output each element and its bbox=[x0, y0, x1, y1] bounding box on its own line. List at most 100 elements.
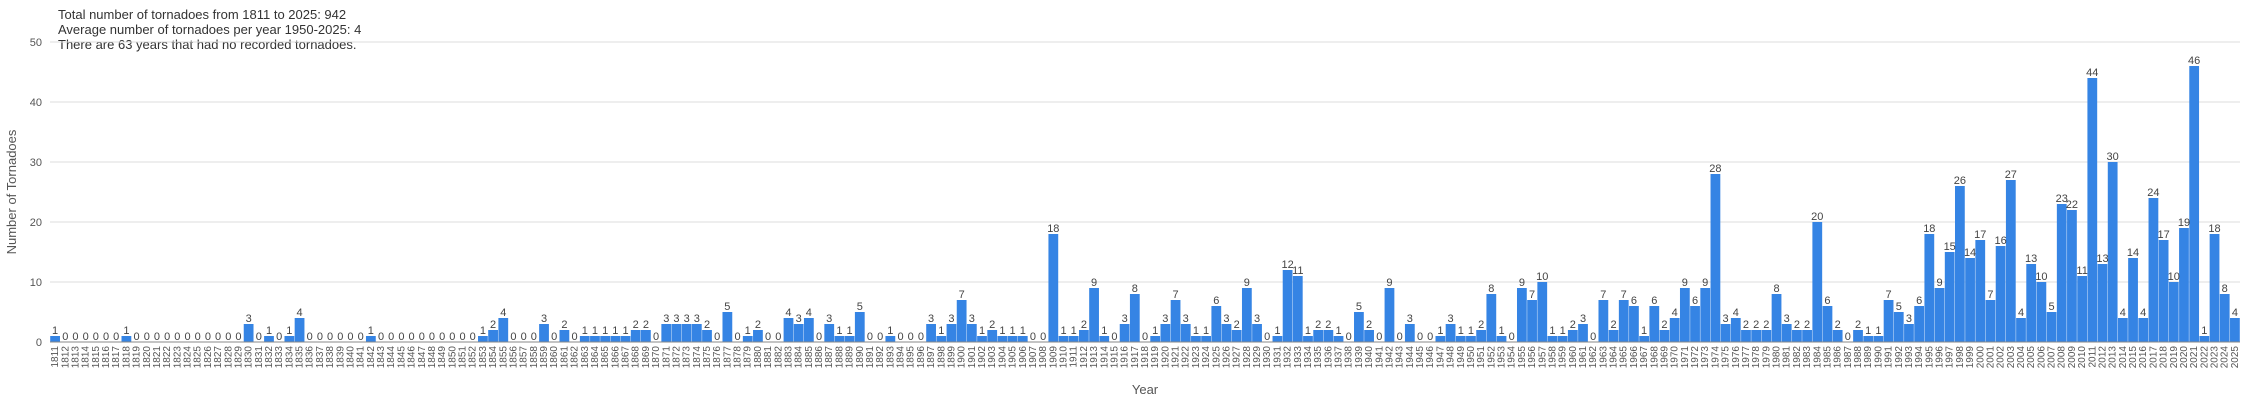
data-label-1840: 0 bbox=[347, 331, 353, 343]
data-label-1908: 0 bbox=[1040, 331, 1046, 343]
y-tick-label: 0 bbox=[36, 337, 42, 349]
x-tick-label: 1903 bbox=[987, 346, 998, 369]
x-tick-label: 1821 bbox=[152, 346, 163, 369]
data-label-2013: 30 bbox=[2107, 151, 2119, 163]
bar-1990 bbox=[1873, 336, 1884, 342]
data-label-1811: 1 bbox=[52, 325, 58, 337]
x-tick-label: 1946 bbox=[1425, 346, 1436, 369]
bar-1906 bbox=[1017, 336, 1028, 342]
x-tick-label: 1867 bbox=[621, 346, 632, 369]
x-tick-label: 1994 bbox=[1914, 346, 1925, 369]
bar-1971 bbox=[1679, 288, 1690, 342]
x-tick-label: 1859 bbox=[539, 346, 550, 369]
bar-1932 bbox=[1282, 270, 1293, 342]
data-label-1920: 3 bbox=[1162, 313, 1168, 325]
data-label-2021: 46 bbox=[2188, 55, 2200, 67]
x-tick-label: 1817 bbox=[111, 346, 122, 369]
x-tick-label: 1951 bbox=[1476, 346, 1487, 369]
x-tick-label: 1839 bbox=[335, 346, 346, 369]
bar-1863 bbox=[579, 336, 590, 342]
x-tick-label: 2019 bbox=[2169, 346, 2180, 369]
x-tick-label: 1842 bbox=[366, 346, 377, 369]
bar-1934 bbox=[1303, 336, 1313, 342]
data-label-1933: 11 bbox=[1292, 265, 1303, 277]
x-tick-label: 1887 bbox=[824, 346, 835, 369]
bar-1940 bbox=[1364, 330, 1374, 342]
bar-1835 bbox=[294, 318, 305, 342]
bar-1914 bbox=[1099, 336, 1110, 342]
x-tick-label: 1888 bbox=[834, 346, 845, 369]
data-label-1931: 1 bbox=[1274, 325, 1280, 337]
x-tick-label: 1919 bbox=[1150, 346, 1161, 369]
data-label-1883: 4 bbox=[785, 307, 791, 319]
bar-1912 bbox=[1078, 330, 1089, 342]
data-label-1955: 9 bbox=[1519, 277, 1525, 289]
data-label-1923: 1 bbox=[1193, 325, 1199, 337]
x-tick-label: 1890 bbox=[855, 346, 866, 369]
data-label-1936: 2 bbox=[1325, 319, 1331, 331]
gridlines bbox=[50, 41, 2240, 283]
x-tick-label: 1960 bbox=[1568, 346, 1579, 369]
data-label-1848: 0 bbox=[429, 331, 435, 343]
x-tick-label: 1967 bbox=[1639, 346, 1650, 369]
data-label-1995: 18 bbox=[1923, 223, 1935, 235]
data-label-1914: 1 bbox=[1101, 325, 1107, 337]
x-tick-label: 1986 bbox=[1833, 346, 1844, 369]
bar-2022 bbox=[2199, 336, 2210, 342]
bar-1997 bbox=[1944, 252, 1955, 342]
bar-1900 bbox=[956, 300, 967, 342]
bar-1867 bbox=[620, 336, 631, 342]
x-tick-label: 1963 bbox=[1598, 346, 1609, 369]
x-tick-label: 2000 bbox=[1975, 346, 1986, 369]
x-tick-label: 1914 bbox=[1099, 346, 1110, 369]
bar-1925 bbox=[1211, 306, 1222, 342]
bar-1916 bbox=[1119, 324, 1130, 342]
data-label-1942: 9 bbox=[1386, 277, 1392, 289]
data-label-1878: 0 bbox=[734, 331, 740, 343]
bar-1890 bbox=[854, 312, 865, 342]
bar-1976 bbox=[1730, 318, 1741, 342]
data-label-1822: 0 bbox=[164, 331, 170, 343]
data-label-1975: 3 bbox=[1723, 313, 1729, 325]
bar-1956 bbox=[1527, 300, 1537, 342]
x-tick-label: 1968 bbox=[1649, 346, 1660, 369]
bar-1984 bbox=[1812, 222, 1823, 342]
data-label-1977: 2 bbox=[1743, 319, 1749, 331]
x-tick-label: 1944 bbox=[1405, 346, 1416, 369]
data-label-2004: 4 bbox=[2018, 307, 2024, 319]
data-label-1903: 2 bbox=[989, 319, 995, 331]
x-tick-label: 2020 bbox=[2179, 346, 2190, 369]
x-tick-label: 1879 bbox=[743, 346, 754, 369]
data-label-1905: 1 bbox=[1010, 325, 1016, 337]
bar-1920 bbox=[1160, 324, 1171, 342]
x-tick-label: 2023 bbox=[2210, 346, 2221, 369]
data-label-1963: 7 bbox=[1600, 289, 1606, 301]
x-tick-label: 1925 bbox=[1211, 346, 1222, 369]
bar-1975 bbox=[1720, 324, 1731, 342]
x-tick-label: 2022 bbox=[2199, 346, 2210, 369]
data-label-1855: 4 bbox=[500, 307, 506, 319]
bars bbox=[50, 66, 2240, 342]
x-tick-label: 1984 bbox=[1812, 346, 1823, 369]
data-label-1825: 0 bbox=[195, 331, 201, 343]
x-tick-label: 1874 bbox=[692, 346, 703, 369]
x-tick-label: 1959 bbox=[1558, 346, 1569, 369]
bar-1924 bbox=[1201, 336, 1212, 342]
bar-1869 bbox=[640, 330, 651, 342]
bar-1921 bbox=[1170, 300, 1181, 342]
data-label-1980: 8 bbox=[1773, 283, 1779, 295]
bar-1981 bbox=[1781, 324, 1792, 342]
x-tick-label: 1837 bbox=[315, 346, 326, 369]
x-tick-label: 1840 bbox=[345, 346, 356, 369]
bar-1969 bbox=[1659, 330, 1670, 342]
bar-1960 bbox=[1567, 330, 1578, 342]
data-label-2005: 13 bbox=[2025, 253, 2037, 265]
x-tick-label: 1939 bbox=[1354, 346, 1365, 369]
bar-2005 bbox=[2026, 264, 2037, 342]
data-label-1816: 0 bbox=[103, 331, 109, 343]
data-label-1952: 8 bbox=[1488, 283, 1494, 295]
x-tick-label: 2010 bbox=[2077, 346, 2088, 369]
data-label-1858: 0 bbox=[531, 331, 537, 343]
data-label-1867: 1 bbox=[622, 325, 628, 337]
data-label-1884: 3 bbox=[796, 313, 802, 325]
